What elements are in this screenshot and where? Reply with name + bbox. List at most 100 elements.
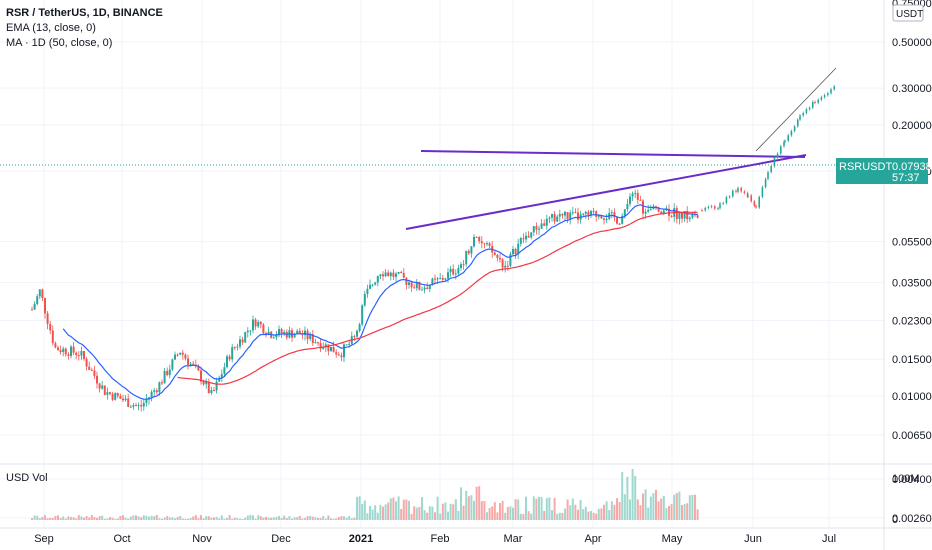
candle-body — [525, 235, 527, 240]
candle-body — [59, 350, 62, 353]
price-tick-label: 0.00260 — [892, 513, 932, 525]
candle-body — [582, 213, 585, 215]
volume-bar — [688, 495, 691, 520]
volume-bar — [486, 512, 488, 520]
candle-body — [135, 405, 137, 407]
time-axis[interactable]: Sep Oct Nov Dec 2021 Feb Mar Apr May Jun Jul — [34, 533, 836, 545]
candle-body — [457, 268, 460, 274]
time-tick-label: 2021 — [349, 533, 373, 545]
volume-axis-max: 100M — [892, 473, 920, 485]
candle-body — [475, 236, 478, 238]
candle-body — [470, 246, 473, 254]
volume-bar — [64, 518, 67, 520]
candle-body — [239, 339, 241, 347]
candle-body — [41, 289, 44, 298]
volume-bar — [387, 502, 390, 520]
candle-body — [556, 216, 559, 222]
candle-body — [332, 346, 335, 353]
candle-body — [449, 268, 452, 273]
price-axis[interactable]: 0.500000.300000.200000.120000.055000.035… — [892, 37, 932, 550]
volume-bar — [309, 515, 312, 520]
volume-bar — [181, 518, 184, 520]
volume-bar — [608, 509, 611, 520]
volume-bar — [566, 499, 569, 520]
volume-bar — [324, 518, 327, 520]
volume-bar — [187, 518, 189, 520]
volume-bar — [636, 499, 639, 520]
candle-body — [330, 346, 332, 352]
candle-body — [631, 193, 634, 197]
volume-bar — [374, 505, 377, 520]
last-price-countdown: 57:37 — [892, 172, 920, 184]
volume-bar — [241, 518, 244, 520]
volume-bar — [397, 496, 400, 520]
candle-body — [397, 271, 400, 274]
volume-bar — [285, 518, 288, 520]
candle-body — [124, 398, 127, 401]
projection-body — [784, 140, 786, 142]
volume-bar — [103, 518, 106, 520]
volume-bar — [184, 518, 187, 520]
ema-legend[interactable]: EMA (13, close, 0) — [6, 22, 96, 34]
candle-body — [249, 330, 252, 332]
currency-box[interactable] — [892, 4, 924, 22]
volume-bar — [462, 505, 465, 520]
candle-body — [259, 321, 262, 325]
candle-body — [538, 228, 540, 230]
projection-body — [747, 195, 749, 197]
volume-bar — [517, 499, 520, 520]
volume-bar — [475, 486, 478, 520]
candle-body — [439, 277, 442, 279]
candle-body — [252, 319, 254, 331]
volume-bar — [543, 510, 546, 520]
trendline-upper[interactable] — [420, 150, 806, 158]
volume-bar — [600, 508, 603, 520]
volume-bar — [610, 501, 613, 520]
last-price-tag: RSRUSDT 0.07938 57:37 — [836, 158, 932, 184]
volume-bar — [202, 518, 205, 520]
volume-bar — [405, 499, 408, 520]
volume-bar — [301, 518, 304, 520]
volume-bar — [88, 517, 91, 520]
symbol-title: RSR / TetherUS, 1D, BINANCE — [6, 7, 163, 19]
candle-body — [553, 214, 556, 222]
projection-body — [725, 197, 728, 204]
candle-body — [571, 212, 574, 214]
volume-bar — [530, 513, 533, 520]
ma-legend[interactable]: MA · 1D (50, close, 0) — [6, 37, 113, 49]
volume-bar — [304, 518, 306, 520]
volume-bar — [228, 515, 231, 520]
grid — [0, 0, 884, 528]
candle-body — [218, 377, 221, 382]
trendline-lower[interactable] — [405, 154, 807, 230]
price-tick-label: 0.20000 — [892, 120, 932, 132]
volume-bar — [491, 506, 494, 520]
candle-body — [428, 284, 431, 289]
volume-bar — [54, 515, 57, 520]
volume-bar — [93, 517, 96, 520]
projection-body — [735, 190, 737, 192]
projection-body — [722, 203, 724, 205]
candle-body — [106, 392, 109, 395]
volume-legend[interactable]: USD Vol — [6, 472, 48, 484]
candle-body — [155, 390, 158, 393]
projection-body — [808, 107, 811, 110]
volume-bar — [298, 515, 301, 520]
candle-body — [610, 212, 613, 214]
candle-body — [197, 366, 200, 371]
volume-bar — [662, 495, 665, 520]
volume-bar — [218, 518, 221, 520]
volume-bar — [681, 505, 683, 520]
projection-line[interactable] — [755, 67, 837, 152]
volume-bar — [75, 518, 78, 520]
volume-bar — [540, 497, 543, 520]
candle-body — [434, 278, 436, 280]
volume-bar — [137, 516, 140, 520]
volume-bar — [496, 512, 499, 520]
volume-bar — [597, 508, 600, 520]
volume-bar — [519, 513, 522, 520]
candle-body — [109, 392, 111, 394]
volume-bar — [439, 513, 442, 520]
candle-body — [358, 324, 361, 331]
